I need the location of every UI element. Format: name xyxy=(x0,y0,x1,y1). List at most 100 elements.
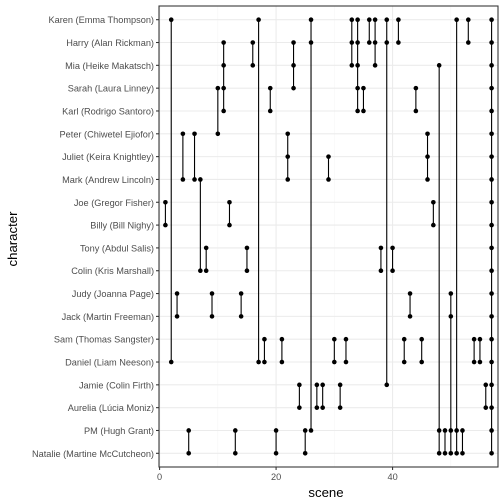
data-point xyxy=(460,428,465,433)
y-tick-label: Daniel (Liam Neeson) xyxy=(65,358,154,368)
data-point xyxy=(489,405,494,410)
data-point xyxy=(465,17,471,22)
data-point xyxy=(384,40,390,45)
data-point xyxy=(378,268,384,274)
data-point xyxy=(198,268,203,274)
data-point xyxy=(291,40,296,45)
data-point xyxy=(390,245,395,251)
data-point xyxy=(192,177,197,182)
data-point xyxy=(483,382,489,388)
data-point xyxy=(413,85,419,91)
data-point xyxy=(454,428,459,433)
data-point xyxy=(448,291,454,296)
y-tick-label: Natalie (Martine McCutcheon) xyxy=(32,449,154,459)
data-point xyxy=(489,40,494,45)
data-point xyxy=(163,199,168,205)
data-point xyxy=(361,85,366,91)
data-point xyxy=(209,291,215,296)
data-point xyxy=(448,428,454,433)
data-point xyxy=(355,108,360,114)
data-point xyxy=(489,336,494,342)
data-point xyxy=(186,428,192,433)
data-point xyxy=(489,17,494,22)
data-point xyxy=(337,405,343,410)
gridlines xyxy=(159,6,498,467)
data-point xyxy=(489,154,494,159)
data-point xyxy=(355,40,360,45)
data-point xyxy=(343,359,349,365)
data-point xyxy=(168,359,174,365)
y-tick-label: Sarah (Laura Linney) xyxy=(68,84,154,94)
data-point xyxy=(401,359,407,365)
y-tick-label: Harry (Alan Rickman) xyxy=(66,38,154,48)
data-point xyxy=(332,336,337,342)
data-point xyxy=(233,451,238,456)
data-point xyxy=(203,268,209,274)
data-point xyxy=(302,451,308,456)
y-tick-label: Juliet (Keira Knightley) xyxy=(62,152,154,162)
data-point xyxy=(372,17,378,22)
data-point xyxy=(168,17,174,22)
y-tick-label: Joe (Gregor Fisher) xyxy=(74,198,154,208)
data-point xyxy=(215,85,221,91)
data-point xyxy=(343,336,349,342)
y-axis: Natalie (Martine McCutcheon) PM (Hugh Gra… xyxy=(32,15,159,459)
data-point xyxy=(279,336,285,342)
data-point xyxy=(262,336,267,342)
data-point xyxy=(419,336,424,342)
data-point xyxy=(366,40,372,45)
data-point xyxy=(361,108,366,114)
data-point xyxy=(320,382,325,388)
data-point xyxy=(256,17,261,22)
data-point xyxy=(372,63,378,68)
data-point xyxy=(355,17,360,22)
data-point xyxy=(413,108,419,114)
data-point xyxy=(460,451,465,456)
data-point xyxy=(489,85,494,91)
data-point xyxy=(227,222,232,228)
data-point xyxy=(442,428,448,433)
data-point xyxy=(442,451,448,456)
data-point xyxy=(332,359,337,365)
data-point xyxy=(250,40,256,45)
data-point xyxy=(198,177,203,182)
data-point xyxy=(407,291,413,296)
data-point xyxy=(477,359,483,365)
data-point xyxy=(285,177,291,182)
data-point xyxy=(273,451,279,456)
data-point xyxy=(489,131,494,137)
data-point xyxy=(448,314,454,319)
data-point xyxy=(390,268,395,274)
data-point xyxy=(285,131,291,137)
data-point xyxy=(221,40,226,45)
data-point xyxy=(396,17,401,22)
data-point xyxy=(396,40,401,45)
data-point xyxy=(297,405,302,410)
data-point xyxy=(238,291,244,296)
data-point xyxy=(203,245,209,251)
data-point xyxy=(349,63,355,68)
data-points xyxy=(163,17,494,456)
data-point xyxy=(314,405,320,410)
data-point xyxy=(244,268,250,274)
y-tick-label: Sam (Thomas Sangster) xyxy=(54,335,154,345)
x-axis-title: scene xyxy=(308,485,343,500)
data-point xyxy=(465,40,471,45)
y-tick-label: Tony (Abdul Salis) xyxy=(80,243,154,253)
data-point xyxy=(221,108,226,114)
data-point xyxy=(448,451,454,456)
data-point xyxy=(425,131,430,137)
y-tick-label: Karl (Rodrigo Santoro) xyxy=(62,106,154,116)
data-point xyxy=(378,245,384,251)
data-point xyxy=(489,177,494,182)
data-point xyxy=(489,63,494,68)
data-point xyxy=(425,154,430,159)
data-point xyxy=(483,405,489,410)
data-point xyxy=(419,359,424,365)
data-point xyxy=(489,451,494,456)
data-point xyxy=(384,17,390,22)
data-point xyxy=(308,17,314,22)
data-point xyxy=(314,382,320,388)
data-point xyxy=(273,428,279,433)
